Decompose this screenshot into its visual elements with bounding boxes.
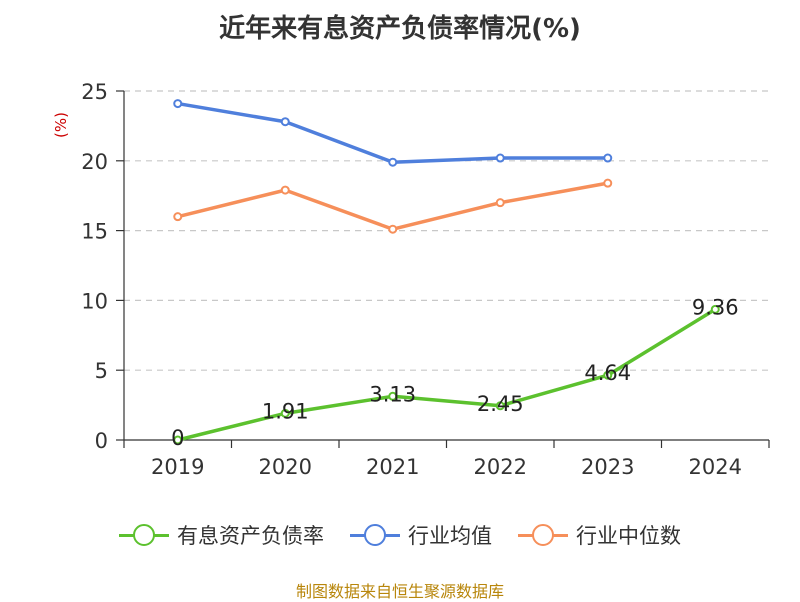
data-point xyxy=(603,153,613,163)
data-point xyxy=(495,198,505,208)
series-lines xyxy=(173,99,720,445)
data-point xyxy=(388,391,398,401)
data-point xyxy=(495,401,505,411)
legend-label: 行业均值 xyxy=(408,524,492,548)
axes: 0 5 10 15 20 25 2019 2020 2021 2022 2023 2024 xyxy=(81,80,770,479)
legend-swatch-orange xyxy=(518,524,568,546)
chart-title: 近年来有息资产负债率情况(%) xyxy=(219,14,581,44)
data-point xyxy=(495,153,505,163)
series-line xyxy=(177,101,608,164)
legend-swatch-green xyxy=(119,524,169,546)
data-point xyxy=(280,117,290,127)
x-tick-label: 2022 xyxy=(474,455,527,479)
data-label: 0 xyxy=(171,426,184,450)
x-tick-label: 2020 xyxy=(259,455,312,479)
legend-item-industry-median[interactable]: 行业中位数 xyxy=(518,520,681,550)
legend-label: 有息资产负债率 xyxy=(177,524,324,548)
grid-lines xyxy=(124,90,769,371)
legend-swatch-blue xyxy=(350,524,400,546)
x-tick-label: 2021 xyxy=(366,455,419,479)
legend-item-industry-mean[interactable]: 行业均值 xyxy=(350,520,492,550)
x-tick-label: 2019 xyxy=(151,455,204,479)
data-label: 2.45 xyxy=(477,392,524,416)
y-tick-label: 20 xyxy=(81,150,108,174)
y-tick-label: 10 xyxy=(81,289,108,313)
data-label: 4.64 xyxy=(584,361,631,385)
legend-label: 行业中位数 xyxy=(576,524,681,548)
legend-item-interest-bearing-ratio[interactable]: 有息资产负债率 xyxy=(119,520,324,550)
series-line xyxy=(177,307,717,442)
data-point xyxy=(280,408,290,418)
data-point xyxy=(388,224,398,234)
data-point xyxy=(603,178,613,188)
y-tick-label: 5 xyxy=(95,359,108,383)
series-line xyxy=(177,181,609,231)
data-point xyxy=(280,185,290,195)
data-label: 9.36 xyxy=(692,295,739,319)
chart-legend: 有息资产负债率 行业均值 行业中位数 xyxy=(0,520,800,550)
y-tick-label: 0 xyxy=(95,429,108,453)
data-point xyxy=(710,304,720,314)
x-tick-label: 2023 xyxy=(581,455,634,479)
data-point xyxy=(388,157,398,167)
data-label: 1.91 xyxy=(262,399,309,423)
data-labels: 0 1.91 3.13 2.45 4.64 9.36 xyxy=(171,295,739,450)
x-tick-label: 2024 xyxy=(689,455,742,479)
data-point xyxy=(603,370,613,380)
data-point xyxy=(173,435,183,445)
data-point xyxy=(173,212,183,222)
data-point xyxy=(173,99,183,109)
y-tick-label: 25 xyxy=(81,80,108,104)
y-axis-label: (%) xyxy=(52,112,70,138)
y-tick-label: 15 xyxy=(81,220,108,244)
data-source-note: 制图数据来自恒生聚源数据库 xyxy=(295,582,504,601)
data-label: 3.13 xyxy=(369,382,416,406)
